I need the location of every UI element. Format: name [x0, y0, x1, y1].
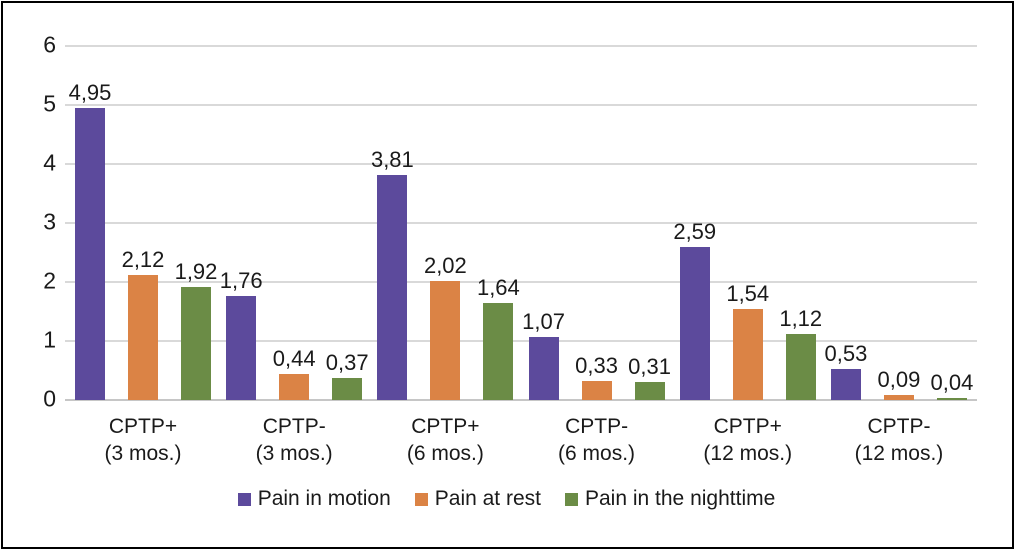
gridline	[65, 163, 977, 165]
legend-swatch-icon	[414, 492, 428, 506]
bar-pain-in-motion-cptp-6-mos: 3,81	[371, 148, 414, 400]
gridline	[65, 340, 977, 342]
y-axis: 0 1 2 3 4 5 6	[0, 33, 56, 410]
bars-layer: 4,95 2,12 1,92 1,76 0,44 0,37 3,81 2,02 1,64 1,07…	[65, 46, 977, 400]
x-axis-category-line: CPTP+	[713, 415, 782, 438]
x-axis-labels: CPTP+ (3 mos.) CPTP- (3 mos.) CPTP+ (6 mos.) C…	[65, 413, 977, 467]
x-axis-category-line: CPTP-	[262, 415, 326, 438]
bar-pain-at-rest-cptp-12-mos: 1,54	[726, 282, 769, 400]
y-axis-tick-label: 2	[43, 267, 56, 294]
legend-label: Pain in motion	[257, 487, 391, 510]
x-axis-category-line: (12 mos.)	[854, 442, 944, 465]
y-axis-tick-label: 6	[43, 31, 56, 58]
bar-pain-in-motion-cptp-6-mos: 1,07	[522, 309, 565, 400]
bar-value-label: 4,95	[68, 79, 112, 105]
bar-group-cptp-3-mos: 1,76 0,44 0,37	[220, 269, 369, 400]
x-axis-category-line: (6 mos.)	[406, 442, 484, 465]
legend-label: Pain in the nighttime	[585, 487, 776, 510]
y-axis-tick-label: 0	[43, 385, 56, 412]
x-axis-category-line: CPTP-	[867, 415, 931, 438]
bar-pain-in-motion-cptp-12-mos: 2,59	[673, 220, 716, 400]
bar-value-label: 1,54	[726, 281, 770, 307]
bar-value-label: 0,37	[325, 350, 369, 376]
gridline	[65, 222, 977, 224]
gridline	[65, 45, 977, 47]
x-axis-category-label-cptp-12-mos: CPTP- (12 mos.)	[831, 413, 967, 467]
bar-group-cptp-6-mos: 1,07 0,33 0,31	[522, 309, 671, 400]
legend-item-pain-in-the-nighttime: Pain in the nighttime	[565, 487, 775, 511]
x-axis-category-label-cptp-6-mos: CPTP- (6 mos.)	[529, 413, 665, 467]
bar-pain-in-the-nighttime-cptp-12-mos: 0,04	[931, 370, 973, 400]
bar-pain-in-the-nighttime-cptp-3-mos: 0,37	[326, 351, 369, 400]
gridline	[65, 104, 977, 106]
bar-group-cptp-3-mos: 4,95 2,12 1,92	[69, 80, 217, 400]
bar-group-cptp-12-mos: 0,53 0,09 0,04	[825, 341, 973, 400]
x-axis-category-line: CPTP+	[108, 415, 178, 438]
x-axis-category-label-cptp-12-mos: CPTP+ (12 mos.)	[680, 413, 816, 467]
bar-value-label: 2,02	[423, 252, 467, 278]
x-axis-category-line: CPTP+	[411, 415, 480, 438]
y-axis-tick-label: 5	[43, 90, 56, 117]
x-axis-category-line: (3 mos.)	[104, 442, 182, 465]
bar-pain-at-rest-cptp-6-mos: 0,33	[575, 353, 618, 400]
x-axis-category-line: CPTP-	[565, 415, 629, 438]
bar-value-label: 0,31	[628, 353, 671, 379]
x-axis-category-line: (12 mos.)	[703, 442, 793, 465]
bar-pain-at-rest-cptp-3-mos: 2,12	[122, 247, 164, 400]
bar-pain-in-the-nighttime-cptp-6-mos: 0,31	[628, 354, 671, 400]
legend-swatch-icon	[565, 492, 578, 506]
y-axis-tick-label: 1	[43, 326, 56, 353]
x-axis-category-label-cptp-3-mos: CPTP- (3 mos.)	[226, 413, 362, 467]
bar-value-label: 1,76	[219, 268, 263, 294]
bar-pain-at-rest-cptp-12-mos: 0,09	[878, 367, 920, 400]
bar-value-label: 2,59	[673, 219, 717, 245]
bar-pain-in-motion-cptp-12-mos: 0,53	[825, 341, 867, 400]
gridline	[65, 281, 977, 283]
bar-pain-at-rest-cptp-3-mos: 0,44	[273, 347, 316, 400]
legend-item-pain-at-rest: Pain at rest	[414, 487, 541, 511]
bar-value-label: 1,12	[779, 305, 823, 331]
x-axis-category-line: (6 mos.)	[558, 442, 636, 465]
bar-pain-in-motion-cptp-3-mos: 4,95	[69, 80, 111, 400]
legend-label: Pain at rest	[434, 487, 541, 510]
bar-value-label: 2,12	[121, 246, 165, 272]
bar-value-label: 0,53	[824, 340, 868, 366]
plot-area: 4,95 2,12 1,92 1,76 0,44 0,37 3,81 2,02 1,64 1,07…	[65, 45, 977, 401]
y-axis-tick-label: 3	[43, 208, 56, 235]
bar-value-label: 0,09	[877, 366, 921, 392]
x-axis-category-line: (3 mos.)	[255, 442, 333, 465]
bar-pain-at-rest-cptp-6-mos: 2,02	[424, 253, 467, 400]
bar-pain-in-the-nighttime-cptp-3-mos: 1,92	[175, 259, 217, 400]
x-axis-category-label-cptp-3-mos: CPTP+ (3 mos.)	[75, 413, 211, 467]
bar-value-label: 1,07	[522, 308, 565, 334]
x-axis-category-label-cptp-6-mos: CPTP+ (6 mos.)	[377, 413, 513, 467]
bar-value-label: 1,92	[174, 258, 218, 284]
bar-group-cptp-12-mos: 2,59 1,54 1,12	[673, 220, 822, 400]
bar-value-label: 0,04	[930, 369, 974, 395]
legend-swatch-icon	[237, 492, 251, 506]
bar-value-label: 1,64	[476, 275, 520, 301]
bar-pain-in-motion-cptp-3-mos: 1,76	[220, 269, 263, 400]
bar-value-label: 0,44	[272, 346, 316, 372]
legend-item-pain-in-motion: Pain in motion	[237, 487, 391, 511]
bar-pain-in-the-nighttime-cptp-12-mos: 1,12	[779, 306, 822, 400]
legend: Pain in motion Pain at rest Pain in the ni…	[0, 487, 1013, 511]
bar-value-label: 0,33	[575, 352, 618, 378]
y-axis-tick-label: 4	[43, 149, 56, 176]
x-axis-line	[65, 399, 977, 401]
bar-value-label: 3,81	[370, 147, 414, 173]
bar-pain-in-the-nighttime-cptp-6-mos: 1,64	[477, 276, 520, 400]
bar-group-cptp-6-mos: 3,81 2,02 1,64	[371, 148, 520, 400]
